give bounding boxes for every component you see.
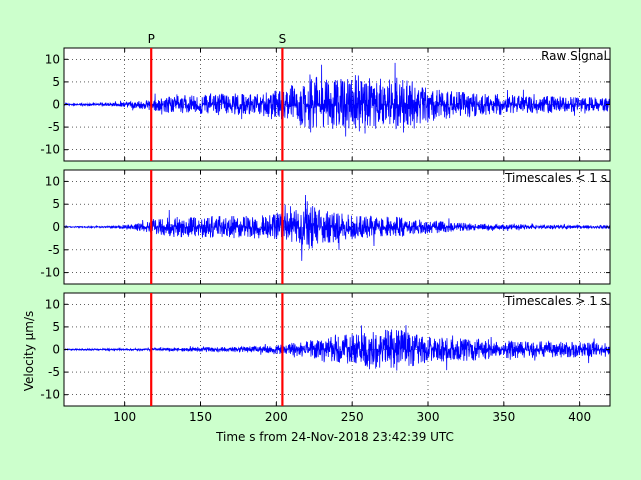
x-tick-label: 200 xyxy=(265,410,288,424)
panel-title: Raw Signal xyxy=(541,49,607,63)
y-tick-label: -10 xyxy=(40,388,60,402)
x-tick-label: 400 xyxy=(568,410,591,424)
panel-title: Timescales < 1 s xyxy=(504,171,607,185)
y-tick-label: 10 xyxy=(45,174,60,188)
waveform-line xyxy=(63,195,611,261)
x-axis-label: Time s from 24-Nov-2018 23:42:39 UTC xyxy=(215,430,454,444)
phase-marker-p-label: P xyxy=(148,32,155,46)
y-tick-label: 0 xyxy=(52,220,60,234)
y-tick-label: 10 xyxy=(45,297,60,311)
y-tick-label: -5 xyxy=(48,365,60,379)
y-axis-label: Velocity μm/s xyxy=(22,311,36,392)
x-tick-label: 150 xyxy=(189,410,212,424)
y-tick-label: 5 xyxy=(52,197,60,211)
panel-2: 10 5 0 -5 -10 Timescales < 1 s xyxy=(40,169,611,285)
y-tick-label: -10 xyxy=(40,143,60,157)
panel-3: 10 5 0 -5 -10 100 150 200 250 300 350 400 Timescales… xyxy=(40,292,611,424)
phase-marker-s-label: S xyxy=(279,32,287,46)
x-tick-label: 300 xyxy=(417,410,440,424)
y-tick-label: -5 xyxy=(48,243,60,257)
y-tick-label: 5 xyxy=(52,75,60,89)
x-tick-label: 350 xyxy=(492,410,515,424)
y-tick-label: 10 xyxy=(45,52,60,66)
x-tick-label: 100 xyxy=(113,410,136,424)
panels: 10 5 0 -5 -10 Raw Signal 10 5 0 -5 -10 Timescales <… xyxy=(40,47,611,424)
waveform-line xyxy=(63,325,611,371)
y-tick-label: 0 xyxy=(52,98,60,112)
y-tick-label: -5 xyxy=(48,120,60,134)
y-tick-label: 0 xyxy=(52,343,60,357)
y-tick-label: -10 xyxy=(40,266,60,280)
x-tick-label: 250 xyxy=(341,410,364,424)
panel-title: Timescales > 1 s xyxy=(504,294,607,308)
panel-1: 10 5 0 -5 -10 Raw Signal xyxy=(40,47,611,162)
y-tick-label: 5 xyxy=(52,320,60,334)
waveform-line xyxy=(63,62,611,137)
